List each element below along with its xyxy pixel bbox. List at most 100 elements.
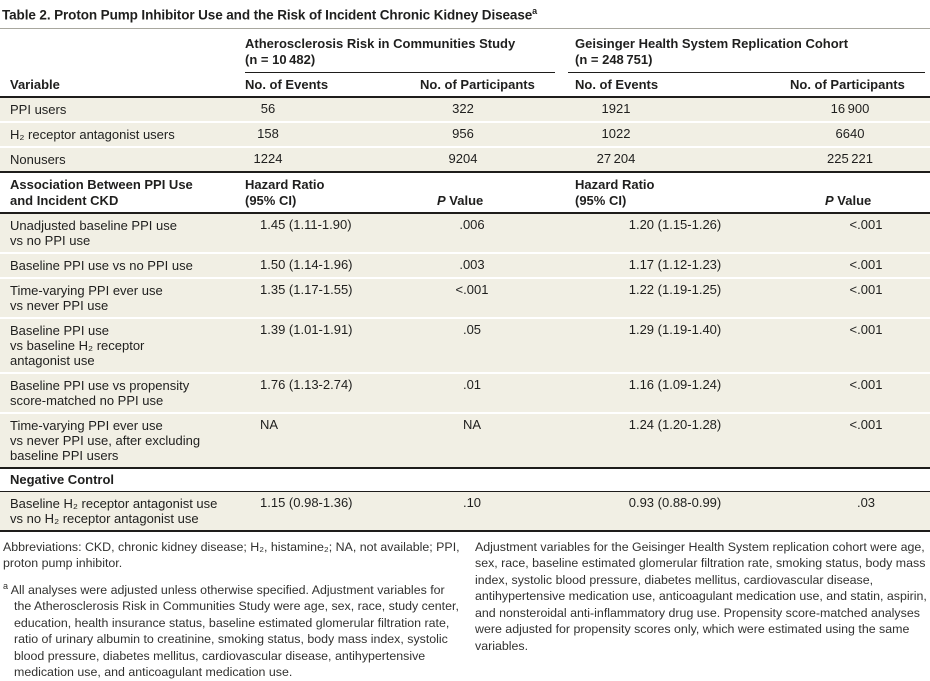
- col-header-hazard-ratio-aric: Hazard Ratio (95% CI): [245, 177, 325, 208]
- cell-pvalue-aric: .05: [462, 322, 482, 337]
- col-header-events-aric: No. of Events: [245, 76, 329, 92]
- col-header-participants-geisinger: No. of Participants: [790, 76, 905, 92]
- section-rule: [0, 467, 930, 469]
- col-header-hazard-ratio-geisinger: Hazard Ratio (95% CI): [575, 177, 655, 208]
- association-section: Unadjusted baseline PPI use vs no PPI us…: [0, 214, 930, 467]
- cell-hr-geisinger: 1.22 (1.19-1.25): [628, 282, 722, 297]
- cell-hr-aric: 1.50 (1.14-1.96): [260, 257, 353, 272]
- cell-pvalue-geisinger: <.001: [849, 257, 883, 272]
- cell-events-geisinger: 1022: [601, 126, 631, 141]
- table-row: Time-varying PPI ever use vs never PPI u…: [0, 414, 930, 467]
- table-row: Baseline PPI use vs no PPI use 1.50 (1.1…: [0, 254, 930, 277]
- cell-pvalue-geisinger: <.001: [849, 217, 883, 232]
- row-label: H₂ receptor antagonist users: [10, 127, 175, 142]
- negative-control-section: Baseline H₂ receptor antagonist use vs n…: [0, 491, 930, 530]
- cell-hr-aric: 1.35 (1.17-1.55): [260, 282, 353, 297]
- header-rule: [0, 212, 930, 214]
- cell-hr-aric: 1.45 (1.11-1.90): [260, 217, 352, 232]
- pvalue-italic-p: P: [437, 192, 446, 208]
- table-row: Unadjusted baseline PPI use vs no PPI us…: [0, 214, 930, 252]
- negative-control-header: Negative Control: [0, 469, 930, 491]
- cell-pvalue-aric: .003: [459, 257, 485, 272]
- cell-participants-aric: 9204: [448, 151, 478, 166]
- cell-pvalue-geisinger: <.001: [849, 282, 883, 297]
- cell-pvalue-aric: NA: [462, 417, 482, 432]
- col-header-association: Association Between PPI Use and Incident…: [10, 177, 193, 208]
- group-header-aric: Atherosclerosis Risk in Communities Stud…: [245, 36, 555, 73]
- row-label: Baseline PPI use vs propensity score-mat…: [10, 378, 190, 408]
- row-label: Time-varying PPI ever use vs never PPI u…: [10, 283, 163, 313]
- table-row: Baseline PPI use vs baseline H₂ receptor…: [0, 319, 930, 372]
- group-header-geisinger-name: Geisinger Health System Replication Coho…: [575, 35, 849, 51]
- row-label: Baseline H₂ receptor antagonist use vs n…: [10, 495, 218, 526]
- cell-participants-aric: 956: [452, 126, 474, 141]
- cell-participants-geisinger: 16 900: [830, 101, 870, 116]
- row-label: Baseline PPI use vs no PPI use: [10, 258, 193, 273]
- counts-header-row: Variable No. of Events No. of Participan…: [0, 72, 930, 96]
- cohort-group-header-row: Atherosclerosis Risk in Communities Stud…: [0, 28, 930, 73]
- table-title: Table 2. Proton Pump Inhibitor Use and t…: [0, 0, 930, 28]
- pvalue-rest: Value: [445, 192, 484, 208]
- row-label: Time-varying PPI ever use vs never PPI u…: [10, 418, 201, 463]
- cell-hr-aric: NA: [260, 417, 279, 432]
- footnote-right-column: Adjustment variables for the Geisinger H…: [475, 539, 927, 681]
- cell-events-aric: 1224: [253, 151, 283, 166]
- cell-pvalue-geisinger: <.001: [849, 322, 883, 337]
- table-row: Nonusers 1224 9204 27 204 225 221: [0, 148, 930, 171]
- pvalue-italic-p: P: [825, 192, 834, 208]
- col-header-events-geisinger: No. of Events: [575, 76, 659, 92]
- cell-hr-aric: 1.76 (1.13-2.74): [260, 377, 353, 392]
- bottom-rule: [0, 529, 930, 532]
- cell-pvalue-geisinger: <.001: [849, 377, 883, 392]
- cell-hr-geisinger: 0.93 (0.88-0.99): [628, 494, 722, 510]
- cell-pvalue-aric: <.001: [455, 282, 489, 297]
- group-header-geisinger: Geisinger Health System Replication Coho…: [568, 36, 925, 73]
- cell-pvalue-aric: .006: [459, 217, 485, 232]
- footnote-a-text: All analyses were adjusted unless otherw…: [10, 582, 459, 680]
- footnote-a-marker: a: [3, 580, 9, 591]
- cell-participants-aric: 322: [452, 101, 474, 116]
- row-label: Nonusers: [10, 152, 66, 167]
- table-title-superscript: a: [532, 6, 538, 16]
- row-label: Unadjusted baseline PPI use vs no PPI us…: [10, 218, 177, 248]
- row-label: PPI users: [10, 102, 67, 117]
- table-row: Baseline PPI use vs propensity score-mat…: [0, 374, 930, 412]
- header-rule: [0, 96, 930, 98]
- cell-events-geisinger: 1921: [601, 101, 631, 116]
- table-row: Time-varying PPI ever use vs never PPI u…: [0, 279, 930, 317]
- cell-hr-geisinger: 1.20 (1.15-1.26): [628, 217, 722, 232]
- cell-events-aric: 56: [260, 101, 276, 116]
- cell-events-geisinger: 27 204: [596, 151, 636, 166]
- cell-participants-geisinger: 6640: [835, 126, 865, 141]
- counts-section: PPI users 56 322 1921 16 900 H₂ receptor…: [0, 98, 930, 171]
- group-header-geisinger-n: (n = 248 751): [575, 51, 653, 67]
- cell-hr-geisinger: 1.17 (1.12-1.23): [628, 257, 722, 272]
- abbreviations-note: Abbreviations: CKD, chronic kidney disea…: [3, 539, 460, 571]
- table-title-text: Table 2. Proton Pump Inhibitor Use and t…: [2, 7, 533, 23]
- table-row: H₂ receptor antagonist users 158 956 102…: [0, 123, 930, 146]
- cell-pvalue-aric: .10: [462, 494, 482, 510]
- footnote-a-continued: Adjustment variables for the Geisinger H…: [475, 539, 927, 653]
- cell-pvalue-aric: .01: [462, 377, 482, 392]
- association-header-row: Association Between PPI Use and Incident…: [0, 173, 930, 212]
- cell-hr-geisinger: 1.24 (1.20-1.28): [628, 417, 722, 432]
- col-header-participants-aric: No. of Participants: [420, 76, 535, 92]
- cell-hr-aric: 1.39 (1.01-1.91): [260, 322, 353, 337]
- col-header-variable: Variable: [10, 76, 60, 92]
- footnote-a: a All analyses were adjusted unless othe…: [3, 578, 460, 681]
- group-header-aric-n: (n = 10 482): [245, 51, 316, 67]
- section-rule: [0, 171, 930, 173]
- cell-hr-aric: 1.15 (0.98-1.36): [260, 494, 353, 510]
- cell-hr-geisinger: 1.16 (1.09-1.24): [628, 377, 722, 392]
- table-row: Baseline H₂ receptor antagonist use vs n…: [0, 491, 930, 530]
- group-header-aric-name: Atherosclerosis Risk in Communities Stud…: [245, 35, 516, 51]
- cell-hr-geisinger: 1.29 (1.19-1.40): [628, 322, 722, 337]
- footnotes: Abbreviations: CKD, chronic kidney disea…: [0, 539, 930, 681]
- cell-events-aric: 158: [257, 126, 279, 141]
- top-rule: [0, 27, 930, 29]
- cell-pvalue-geisinger: .03: [856, 494, 876, 510]
- table-row: PPI users 56 322 1921 16 900: [0, 98, 930, 121]
- footnote-left-column: Abbreviations: CKD, chronic kidney disea…: [0, 539, 460, 681]
- pvalue-rest: Value: [833, 192, 872, 208]
